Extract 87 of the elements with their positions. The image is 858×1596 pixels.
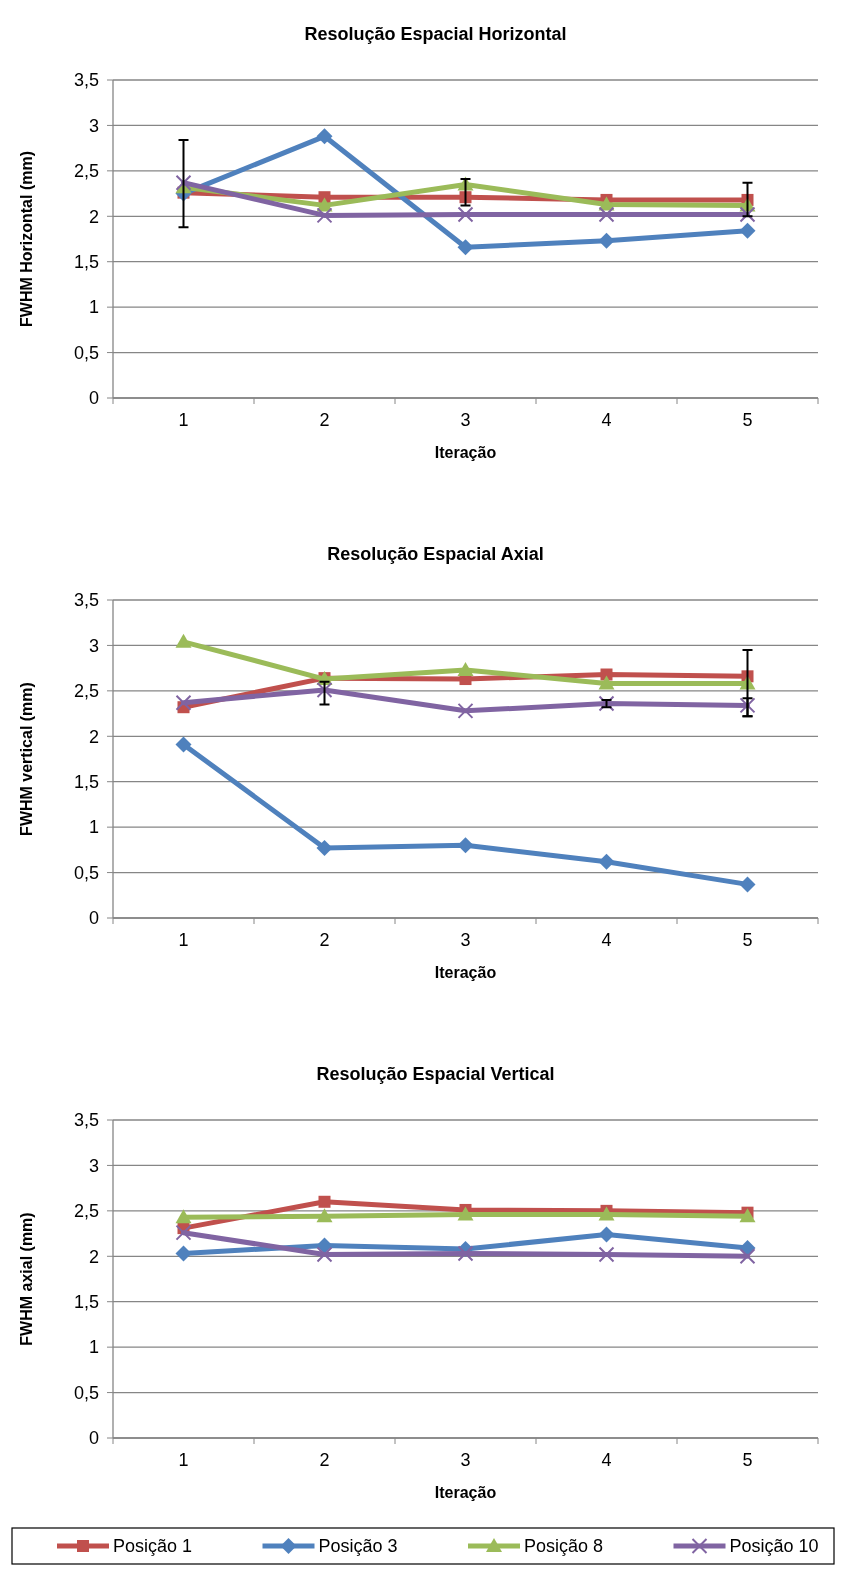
y-tick-label: 1 [88, 1337, 99, 1358]
y-tick-label: 0 [88, 908, 99, 929]
point [598, 853, 615, 870]
x-tick-label: 1 [178, 930, 189, 950]
y-tick-label: 0 [88, 388, 99, 409]
y-tick-label: 3,5 [73, 1110, 99, 1131]
point [175, 174, 192, 191]
x-tick-label: 3 [460, 1450, 471, 1470]
point [318, 1195, 331, 1208]
point [316, 128, 333, 145]
legend-label: Posição 1 [113, 1536, 193, 1557]
point [598, 1226, 615, 1243]
x-axis-title: Iteração [434, 1484, 497, 1501]
y-tick-label: 1 [88, 297, 99, 318]
y-axis-title: FWHM axial (mm) [18, 1212, 35, 1346]
x-tick-label: 1 [178, 410, 189, 430]
point [739, 222, 756, 239]
point [457, 206, 474, 223]
y-tick-label: 2 [88, 206, 99, 227]
y-tick-label: 1,5 [73, 252, 99, 273]
point [316, 681, 333, 698]
x-tick-label: 2 [319, 1450, 330, 1470]
y-tick-label: 1,5 [73, 772, 99, 793]
y-tick-label: 1,5 [73, 1292, 99, 1313]
point [175, 736, 192, 753]
point [598, 232, 615, 249]
legend-label: Posição 8 [524, 1536, 604, 1557]
point [316, 1246, 333, 1263]
y-tick-label: 3,5 [73, 70, 99, 91]
point [739, 206, 756, 223]
point [457, 661, 474, 676]
x-tick-label: 5 [742, 930, 753, 950]
point [739, 876, 756, 893]
point [457, 1206, 474, 1221]
point [316, 840, 333, 857]
y-tick-label: 3 [88, 635, 99, 656]
point [457, 837, 474, 854]
x-tick-label: 4 [601, 930, 612, 950]
point [598, 675, 615, 690]
y-tick-label: 2,5 [73, 681, 99, 702]
legend-label: Posição 3 [318, 1536, 398, 1557]
chart-title: Resolução Espacial Axial [327, 544, 544, 564]
x-tick-label: 3 [460, 410, 471, 430]
point [598, 206, 615, 223]
point [598, 1246, 615, 1263]
legend-label: Posição 10 [729, 1536, 819, 1557]
point [739, 1208, 756, 1223]
chart-title: Resolução Espacial Vertical [316, 1064, 555, 1084]
x-tick-label: 1 [178, 1450, 189, 1470]
point [175, 694, 192, 711]
y-tick-label: 0,5 [73, 862, 99, 883]
x-tick-label: 5 [742, 1450, 753, 1470]
point [739, 697, 756, 714]
x-tick-label: 4 [601, 410, 612, 430]
y-tick-label: 3,5 [73, 590, 99, 611]
y-tick-label: 0 [88, 1428, 99, 1449]
point [457, 702, 474, 719]
point [739, 1248, 756, 1265]
x-tick-label: 3 [460, 930, 471, 950]
point [175, 1209, 192, 1224]
point [457, 1245, 474, 1262]
point [175, 633, 192, 648]
y-tick-label: 0,5 [73, 1382, 99, 1403]
x-tick-label: 2 [319, 930, 330, 950]
x-axis-title: Iteração [434, 964, 497, 981]
y-axis-title: FWHM Horizontal (mm) [18, 151, 35, 327]
y-tick-label: 2 [88, 1246, 99, 1267]
x-tick-label: 4 [601, 1450, 612, 1470]
y-tick-label: 3 [88, 1155, 99, 1176]
x-tick-label: 2 [319, 410, 330, 430]
chart-title: Resolução Espacial Horizontal [304, 24, 567, 44]
point [457, 239, 474, 256]
y-tick-label: 2,5 [73, 161, 99, 182]
y-tick-label: 2 [88, 726, 99, 747]
point [175, 1245, 192, 1262]
y-tick-label: 3 [88, 115, 99, 136]
point [316, 1208, 333, 1223]
y-axis-title: FWHM vertical (mm) [18, 682, 35, 836]
point [316, 207, 333, 224]
y-tick-label: 0,5 [73, 342, 99, 363]
point [598, 1206, 615, 1221]
point [316, 1237, 333, 1254]
point [175, 1224, 192, 1241]
x-tick-label: 5 [742, 410, 753, 430]
y-tick-label: 2,5 [73, 1201, 99, 1222]
y-tick-label: 1 [88, 817, 99, 838]
x-axis-title: Iteração [434, 444, 497, 461]
